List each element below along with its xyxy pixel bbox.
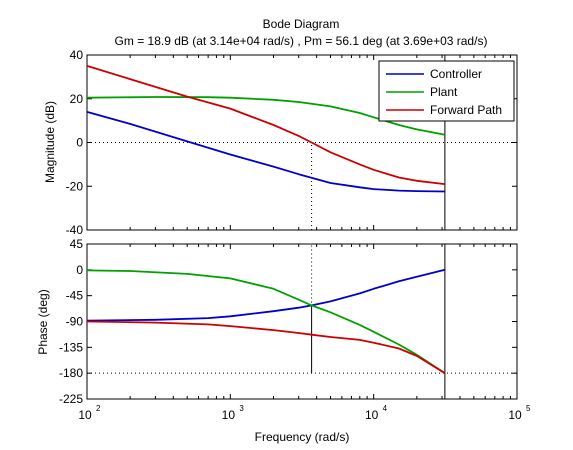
x-tick-exponent: 4 bbox=[383, 404, 388, 413]
x-tick-label: 10 bbox=[365, 408, 379, 422]
magnitude-y-tick-label: 20 bbox=[70, 92, 84, 106]
phase-y-tick-label: -135 bbox=[59, 340, 83, 354]
phase-y-tick-label: -90 bbox=[66, 315, 84, 329]
magnitude-series-controller bbox=[86, 111, 445, 193]
x-tick-label: 10 bbox=[222, 408, 236, 422]
phase-x-ticks: 10 2 10 3 10 4 10 5 bbox=[78, 404, 531, 422]
x-tick-exponent: 2 bbox=[96, 404, 101, 413]
chart-subtitle: Gm = 18.9 dB (at 3.14e+04 rad/s) , Pm = … bbox=[115, 34, 488, 48]
phase-y-tick-label: 45 bbox=[70, 237, 84, 251]
magnitude-y-axis-label: Magnitude (dB) bbox=[43, 101, 57, 183]
phase-series bbox=[86, 268, 446, 374]
phase-series-plant bbox=[86, 269, 446, 374]
legend: Controller Plant Forward Path bbox=[378, 60, 515, 122]
phase-y-axis-label: Phase (deg) bbox=[36, 289, 50, 354]
x-tick-exponent: 3 bbox=[239, 404, 244, 413]
magnitude-y-tick-label: 0 bbox=[76, 136, 83, 150]
phase-series-forward-path bbox=[86, 320, 446, 374]
x-axis-label: Frequency (rad/s) bbox=[255, 430, 350, 444]
phase-y-tick-label: -45 bbox=[66, 289, 84, 303]
magnitude-y-tick-label: -20 bbox=[66, 179, 84, 193]
phase-y-tick-label: -180 bbox=[59, 366, 83, 380]
magnitude-series-plant bbox=[86, 96, 446, 136]
legend-label-controller: Controller bbox=[430, 67, 482, 81]
magnitude-series-forward-path bbox=[86, 65, 446, 185]
legend-box bbox=[378, 60, 515, 122]
magnitude-y-tick-label: -40 bbox=[66, 223, 84, 237]
x-tick-label: 10 bbox=[508, 408, 522, 422]
phase-grid bbox=[86, 244, 518, 399]
phase-y-tick-label: -225 bbox=[59, 392, 83, 406]
phase-y-tick-label: 0 bbox=[76, 263, 83, 277]
magnitude-y-tick-label: 40 bbox=[70, 48, 84, 62]
legend-label-plant: Plant bbox=[430, 85, 458, 99]
x-tick-exponent: 5 bbox=[526, 404, 531, 413]
phase-axes-frame bbox=[86, 243, 518, 400]
chart-title: Bode Diagram bbox=[263, 17, 340, 31]
magnitude-series bbox=[86, 65, 446, 193]
legend-label-forward-path: Forward Path bbox=[430, 103, 502, 117]
magnitude-grid bbox=[86, 55, 518, 230]
x-tick-label: 10 bbox=[78, 408, 92, 422]
phase-y-ticks: -225 -180 -135 -90 -45 0 45 bbox=[59, 237, 517, 406]
